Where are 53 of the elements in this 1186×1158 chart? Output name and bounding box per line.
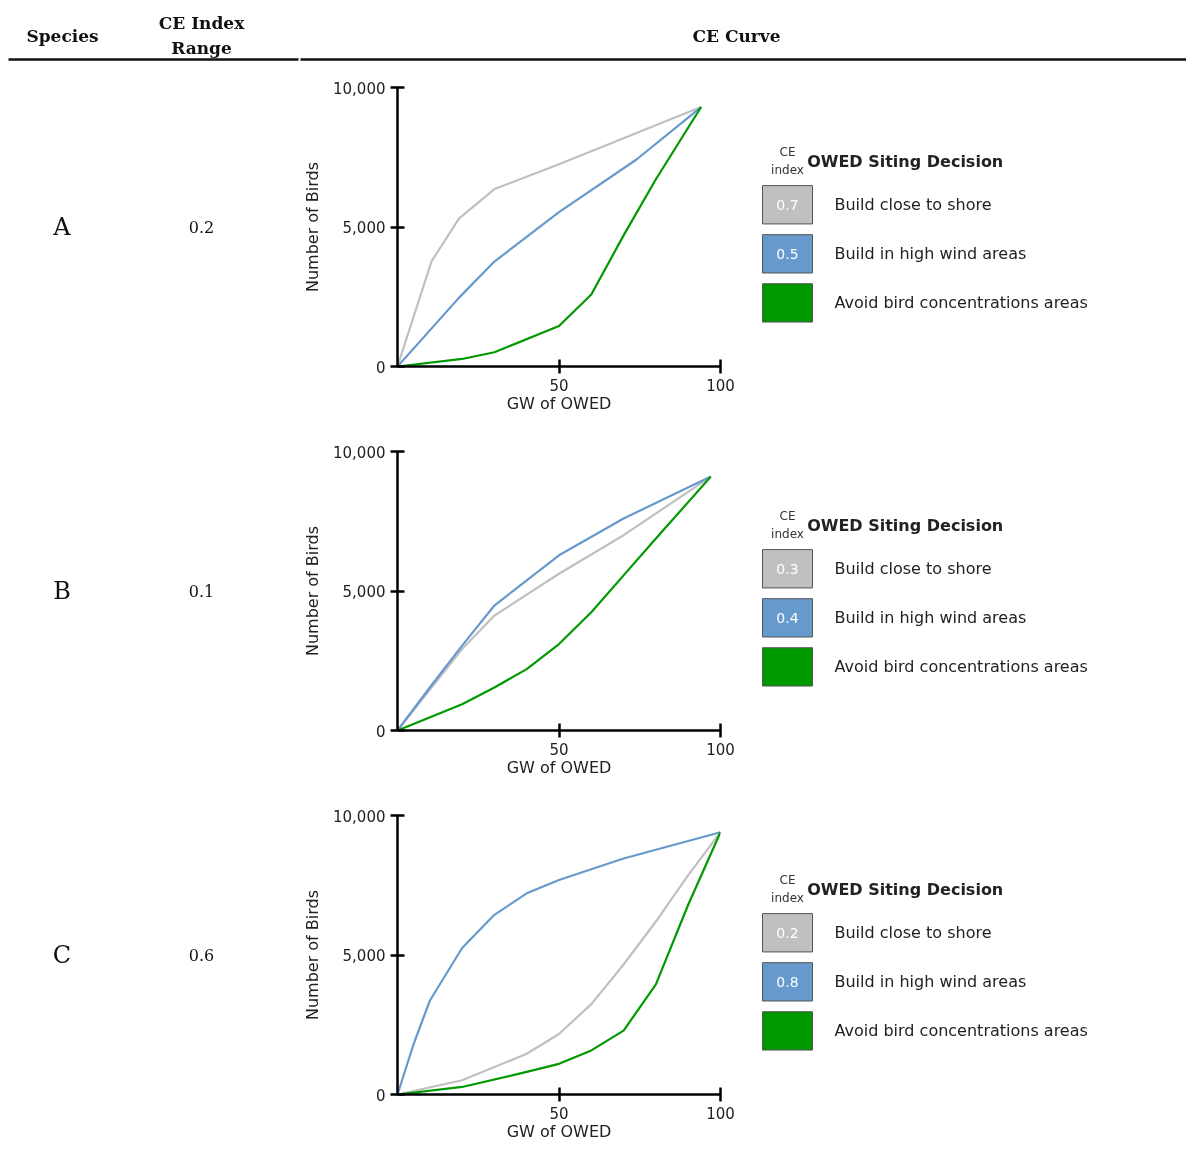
text: 0.5 <box>776 245 799 262</box>
legend-label: Build in high wind areas <box>834 972 1027 992</box>
text: Avoid bird concentrations areas <box>834 657 1088 677</box>
text: 0.6 <box>188 946 215 965</box>
y-axis-title: Number of Birds <box>303 525 323 657</box>
text: CE index <box>771 872 804 906</box>
text: 0.4 <box>776 609 799 626</box>
text: 0.8 <box>776 973 799 990</box>
legend-label: Avoid bird concentrations areas <box>834 293 1088 313</box>
text: Build close to shore <box>834 559 992 579</box>
x-tick-label: 50 <box>549 1104 569 1123</box>
y-tick-label: 10,000 <box>333 79 386 98</box>
legend-label: Build close to shore <box>834 923 992 943</box>
text: 0.2 <box>188 218 215 237</box>
x-tick-label: 50 <box>549 376 569 395</box>
y-axis-title: Number of Birds <box>303 889 323 1021</box>
text: 0.2 <box>776 924 799 941</box>
legend-label: Build in high wind areas <box>834 244 1027 264</box>
x-axis-title: GW of OWED <box>506 393 612 413</box>
x-tick-label: 100 <box>706 740 735 759</box>
legend-label: Avoid bird concentrations areas <box>834 1021 1088 1041</box>
x-axis-title: GW of OWED <box>506 757 612 777</box>
text: A <box>52 213 72 241</box>
text: 0.1 <box>188 582 215 601</box>
y-tick-label: 0 <box>375 722 386 741</box>
text: B <box>53 577 71 605</box>
y-tick-label: 5,000 <box>342 947 386 965</box>
y-tick-label: 0 <box>375 1086 386 1105</box>
y-axis-title: Number of Birds <box>303 161 323 293</box>
y-tick-label: 0 <box>375 358 386 377</box>
line-series <box>397 475 712 731</box>
y-tick-label: 5,000 <box>342 219 386 237</box>
text: 0.7 <box>776 196 799 213</box>
text: C <box>52 941 72 969</box>
text: CE Index Range <box>158 13 246 58</box>
text: CE Curve <box>692 25 781 46</box>
y-tick-label: 10,000 <box>333 807 386 826</box>
text: Species <box>26 25 99 46</box>
y-tick-label: 10,000 <box>333 443 386 462</box>
x-tick-label: 100 <box>706 376 735 395</box>
text: CE index <box>771 508 804 542</box>
legend-label: Build close to shore <box>834 195 992 215</box>
legend-title: OWED Siting Decision <box>807 151 1004 171</box>
text: 0.3 <box>776 560 799 577</box>
legend-title: OWED Siting Decision <box>807 879 1004 899</box>
x-tick-label: 100 <box>706 1104 735 1123</box>
y-tick-label: 5,000 <box>342 583 386 601</box>
legend-title: OWED Siting Decision <box>807 515 1004 535</box>
text: CE index <box>771 144 804 178</box>
x-axis-title: GW of OWED <box>506 1121 612 1141</box>
line-series <box>397 105 703 367</box>
x-tick-label: 50 <box>549 740 569 759</box>
text: Build in high wind areas <box>834 608 1027 628</box>
